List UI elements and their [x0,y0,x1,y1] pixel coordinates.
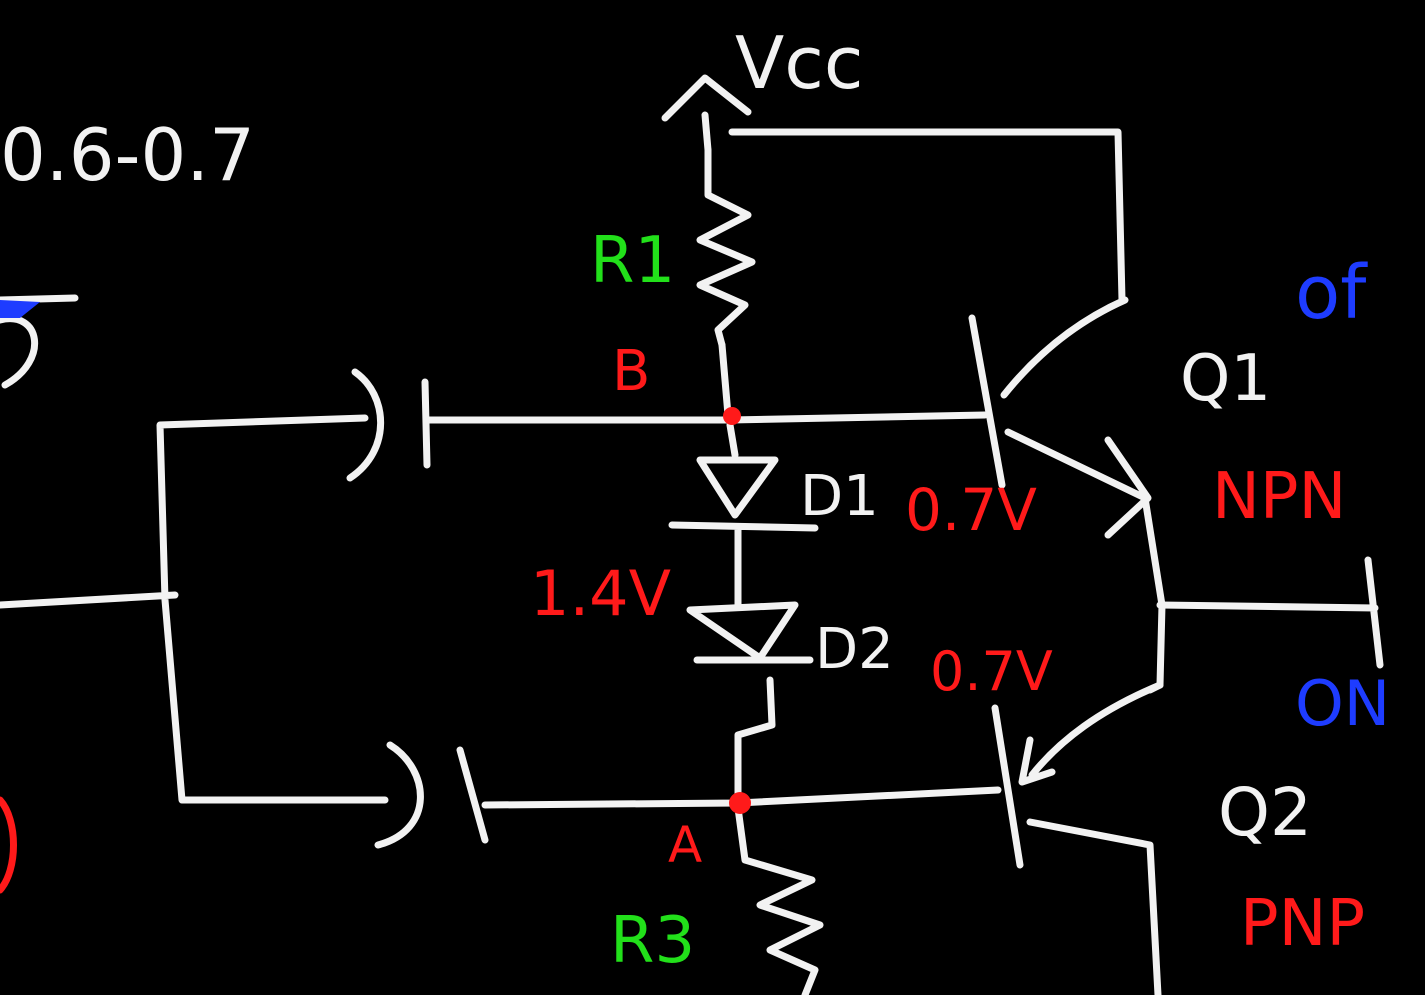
node-b-label: B [612,339,650,404]
vbe-q2-label: 0.7V [930,640,1053,703]
q2-base-bar [991,704,1024,869]
d1-diode [668,421,819,609]
q1-label: Q1 [1180,342,1271,416]
vbe-q1-label: 0.7V [905,476,1037,544]
vcc-arrow [661,74,752,122]
r3-resistor [734,804,824,995]
node-a-label: A [668,816,702,874]
q1-base-bar [968,314,1006,489]
q2-collector [1026,818,1162,995]
q2-label: Q2 [1218,774,1312,851]
bottom-capacitor [374,741,489,849]
range-label: 0.6-0.7 [0,113,255,197]
vcc-label: Vcc [735,21,863,105]
left-input-bus [0,414,389,804]
d2-label: D2 [815,617,894,682]
left-edge-blue-shape [0,294,79,389]
emitter-junction [1141,494,1166,694]
node-b-line [423,411,989,424]
output-wire [1156,556,1384,669]
left-edge-blue-fill [0,300,40,318]
r1-label: R1 [590,224,675,298]
q2-state-label: ON [1295,667,1390,740]
r1-to-node-b-wire [718,341,732,419]
q1-type-label: NPN [1212,460,1346,534]
r1-resistor [696,146,756,349]
node-a-dot [729,792,751,814]
diode-drop-label: 1.4V [530,557,671,630]
node-b-dot [723,407,741,425]
q1-state-label: of [1295,250,1368,336]
d1-label: D1 [800,464,879,529]
vcc-top-rail [701,111,1126,304]
top-capacitor [346,368,431,482]
r3-label: R3 [610,904,695,978]
q1-collector [1000,296,1129,399]
q2-emitter [1018,681,1164,786]
left-edge-red-mark [0,796,17,894]
d2-diode [686,601,814,807]
q2-type-label: PNP [1240,887,1365,961]
